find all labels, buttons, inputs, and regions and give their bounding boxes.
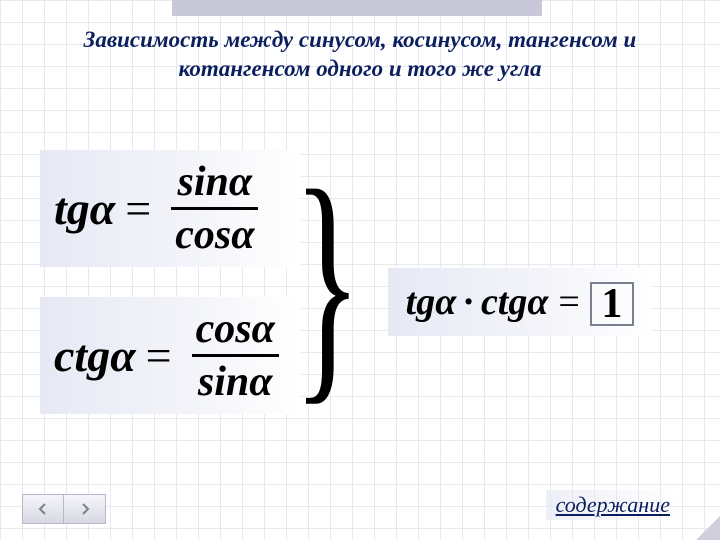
dot-operator: · [462, 280, 475, 324]
prev-button[interactable] [22, 494, 64, 524]
prod-ctg: ctg [481, 280, 527, 324]
left-column: tgα = sinα cosα ctgα = cosα sinα [40, 150, 301, 414]
result-one: 1 [590, 282, 634, 326]
formula-tg: tgα = sinα cosα [40, 150, 301, 267]
equals-sign: = [125, 182, 151, 235]
equals-sign: = [146, 329, 172, 382]
content-area: tgα = sinα cosα ctgα = cosα sinα } tgα [40, 150, 680, 414]
page-corner [696, 516, 720, 540]
page-title: Зависимость между синусом, косинусом, та… [0, 26, 720, 84]
curly-brace: } [293, 165, 362, 399]
ctg-lhs: ctgα [54, 329, 136, 382]
tg-alpha: α [90, 183, 115, 234]
prod-tg: tg [406, 280, 436, 324]
formula-ctg: ctgα = cosα sinα [40, 297, 301, 414]
chevron-left-icon [35, 501, 51, 517]
nav-controls [22, 494, 106, 524]
chevron-right-icon [77, 501, 93, 517]
ctg-fraction: cosα sinα [192, 307, 279, 404]
tg-denominator: cosα [171, 213, 258, 257]
formula-product: tgα · ctgα = 1 [388, 268, 652, 336]
tg-lhs: tgα [54, 182, 115, 235]
fraction-bar [171, 207, 258, 210]
fraction-bar [192, 354, 279, 357]
ctg-denominator: sinα [194, 360, 277, 404]
tg-fraction: sinα cosα [171, 160, 258, 257]
equals-sign: = [558, 280, 579, 324]
top-band [172, 0, 542, 16]
tg-numerator: sinα [174, 160, 257, 204]
ctg-alpha: α [110, 330, 135, 381]
ctg-func: ctg [54, 330, 110, 381]
ctg-numerator: cosα [192, 307, 279, 351]
next-button[interactable] [64, 494, 106, 524]
contents-link[interactable]: содержание [546, 490, 680, 520]
tg-func: tg [54, 183, 90, 234]
product-equation: tgα · ctgα = 1 [406, 280, 634, 324]
